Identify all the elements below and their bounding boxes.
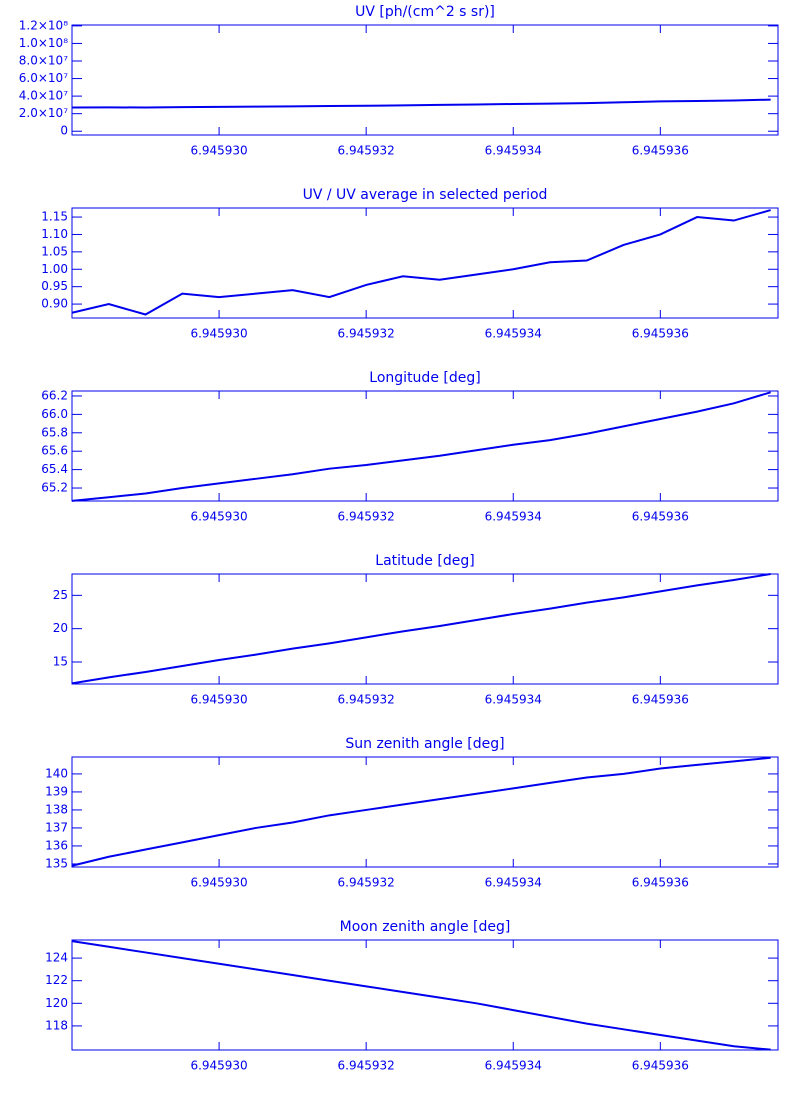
x-tick-label: 6.945936 xyxy=(632,144,689,158)
x-tick-label: 6.945930 xyxy=(190,327,247,341)
y-tick-label: 1.00 xyxy=(41,262,68,276)
x-tick-label: 6.945932 xyxy=(338,510,395,524)
x-tick-label: 6.945930 xyxy=(190,510,247,524)
y-tick-label: 1.10 xyxy=(41,227,68,241)
x-tick-label: 6.945936 xyxy=(632,327,689,341)
x-tick-label: 6.945936 xyxy=(632,510,689,524)
plot-frame xyxy=(71,207,779,319)
y-tick-label: 0.90 xyxy=(41,297,68,311)
x-tick-label: 6.945930 xyxy=(190,693,247,707)
y-tick-label: 65.4 xyxy=(41,462,68,476)
x-tick-label: 6.945934 xyxy=(485,1059,542,1073)
x-tick-label: 6.945936 xyxy=(632,1059,689,1073)
y-tick-label: 4.0×10⁷ xyxy=(19,89,68,103)
chart-title: Sun zenith angle [deg] xyxy=(345,736,504,752)
y-tick-label: 135 xyxy=(45,856,68,870)
x-tick-label: 6.945936 xyxy=(632,693,689,707)
chart-title: Moon zenith angle [deg] xyxy=(340,919,511,935)
chart-title: Longitude [deg] xyxy=(369,370,480,386)
y-tick-label: 6.0×10⁷ xyxy=(19,71,68,85)
data-line xyxy=(71,209,771,316)
y-tick-label: 118 xyxy=(45,1018,68,1032)
y-tick-label: 1.15 xyxy=(41,210,68,224)
y-tick-label: 136 xyxy=(45,838,68,852)
x-tick-label: 6.945934 xyxy=(485,510,542,524)
x-tick-label: 6.945934 xyxy=(485,876,542,890)
x-tick-label: 6.945932 xyxy=(338,327,395,341)
x-tick-label: 6.945932 xyxy=(338,1059,395,1073)
y-tick-label: 1.2×10⁸ xyxy=(19,18,68,32)
data-line xyxy=(71,756,771,867)
chart-title: UV / UV average in selected period xyxy=(303,187,548,203)
x-tick-label: 6.945932 xyxy=(338,693,395,707)
chart-title: Latitude [deg] xyxy=(375,553,474,569)
y-tick-label: 20 xyxy=(53,621,68,635)
y-tick-label: 65.6 xyxy=(41,444,68,458)
y-tick-label: 66.0 xyxy=(41,407,68,421)
y-tick-label: 15 xyxy=(53,655,68,669)
y-tick-label: 122 xyxy=(45,973,68,987)
y-tick-label: 65.2 xyxy=(41,481,68,495)
y-tick-label: 2.0×10⁷ xyxy=(19,106,68,120)
x-tick-label: 6.945930 xyxy=(190,1059,247,1073)
y-tick-label: 0 xyxy=(60,124,68,138)
plot-frame xyxy=(71,939,779,1051)
x-tick-label: 6.945934 xyxy=(485,327,542,341)
x-tick-label: 6.945934 xyxy=(485,144,542,158)
y-tick-label: 65.8 xyxy=(41,425,68,439)
data-line xyxy=(71,940,771,1051)
y-tick-label: 138 xyxy=(45,802,68,816)
y-tick-label: 8.0×10⁷ xyxy=(19,53,68,67)
data-line xyxy=(71,391,771,502)
x-tick-label: 6.945930 xyxy=(190,144,247,158)
y-tick-label: 124 xyxy=(45,951,68,965)
x-tick-label: 6.945932 xyxy=(338,876,395,890)
y-tick-label: 137 xyxy=(45,820,68,834)
data-line xyxy=(71,573,771,685)
y-tick-label: 1.0×10⁸ xyxy=(19,36,68,50)
y-tick-label: 139 xyxy=(45,784,68,798)
x-tick-label: 6.945934 xyxy=(485,693,542,707)
data-line xyxy=(71,98,771,109)
y-tick-label: 25 xyxy=(53,588,68,602)
x-tick-label: 6.945936 xyxy=(632,876,689,890)
chart-title: UV [ph/(cm^2 s sr)] xyxy=(355,4,495,20)
plot-frame xyxy=(71,390,779,502)
y-tick-label: 140 xyxy=(45,766,68,780)
y-tick-label: 0.95 xyxy=(41,279,68,293)
plot-frame xyxy=(71,24,779,136)
y-tick-label: 120 xyxy=(45,996,68,1010)
y-tick-label: 1.05 xyxy=(41,244,68,258)
x-tick-label: 6.945932 xyxy=(338,144,395,158)
x-tick-label: 6.945930 xyxy=(190,876,247,890)
y-tick-label: 66.2 xyxy=(41,388,68,402)
plot-frame xyxy=(71,756,779,868)
